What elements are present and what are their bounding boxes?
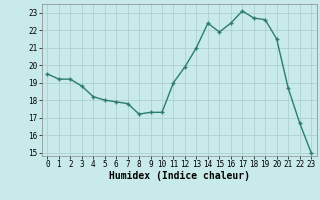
X-axis label: Humidex (Indice chaleur): Humidex (Indice chaleur): [109, 171, 250, 181]
